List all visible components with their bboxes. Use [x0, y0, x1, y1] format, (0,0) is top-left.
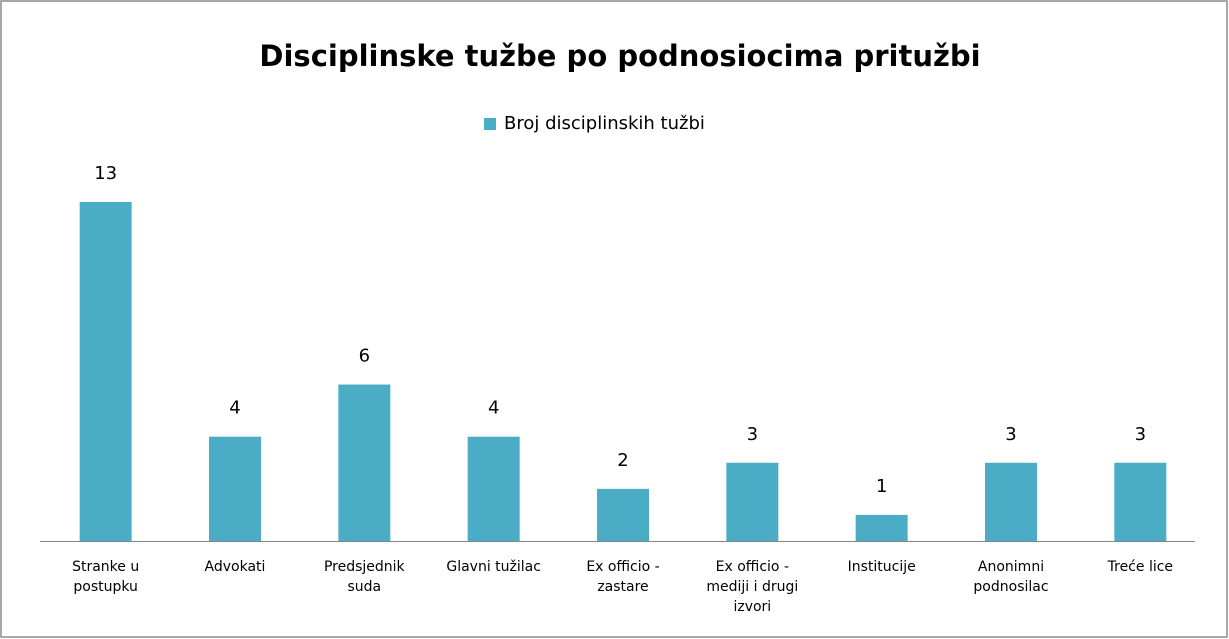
- legend-swatch: [484, 118, 496, 130]
- bar: [79, 202, 132, 541]
- x-tick-label: Treće lice: [1107, 559, 1174, 575]
- data-label: 2: [617, 450, 628, 471]
- bar: [985, 462, 1037, 541]
- bar: [209, 436, 261, 541]
- chart-title: Disciplinske tužbe po podnosiocima pritu…: [259, 39, 980, 73]
- data-label: 6: [359, 346, 370, 367]
- data-label: 4: [229, 398, 240, 419]
- x-tick-label: Ex officio - mediji i drugi izvori: [706, 559, 799, 615]
- bar: [726, 462, 779, 541]
- x-tick-label: Glavni tužilac: [446, 559, 541, 575]
- x-tick-label: Stranke u postupku: [72, 559, 140, 595]
- data-label: 4: [488, 398, 499, 419]
- data-label: 1: [876, 476, 887, 497]
- x-tick-label: Advokati: [204, 559, 266, 575]
- data-label: 3: [1005, 424, 1016, 445]
- bar: [467, 436, 520, 541]
- bar: [338, 384, 391, 541]
- data-label: 13: [94, 163, 117, 184]
- data-label: 3: [1135, 424, 1146, 445]
- bar: [597, 488, 649, 541]
- x-tick-label: Ex officio - zastare: [586, 559, 660, 595]
- x-tick-label: Predsjednik suda: [323, 559, 405, 595]
- x-tick-label: Anonimni podnosilac: [973, 559, 1049, 595]
- bar: [1114, 462, 1167, 541]
- data-label: 3: [747, 424, 758, 445]
- legend-label: Broj disciplinskih tužbi: [504, 113, 705, 134]
- bar: [855, 514, 908, 541]
- x-tick-label: Institucije: [847, 559, 916, 575]
